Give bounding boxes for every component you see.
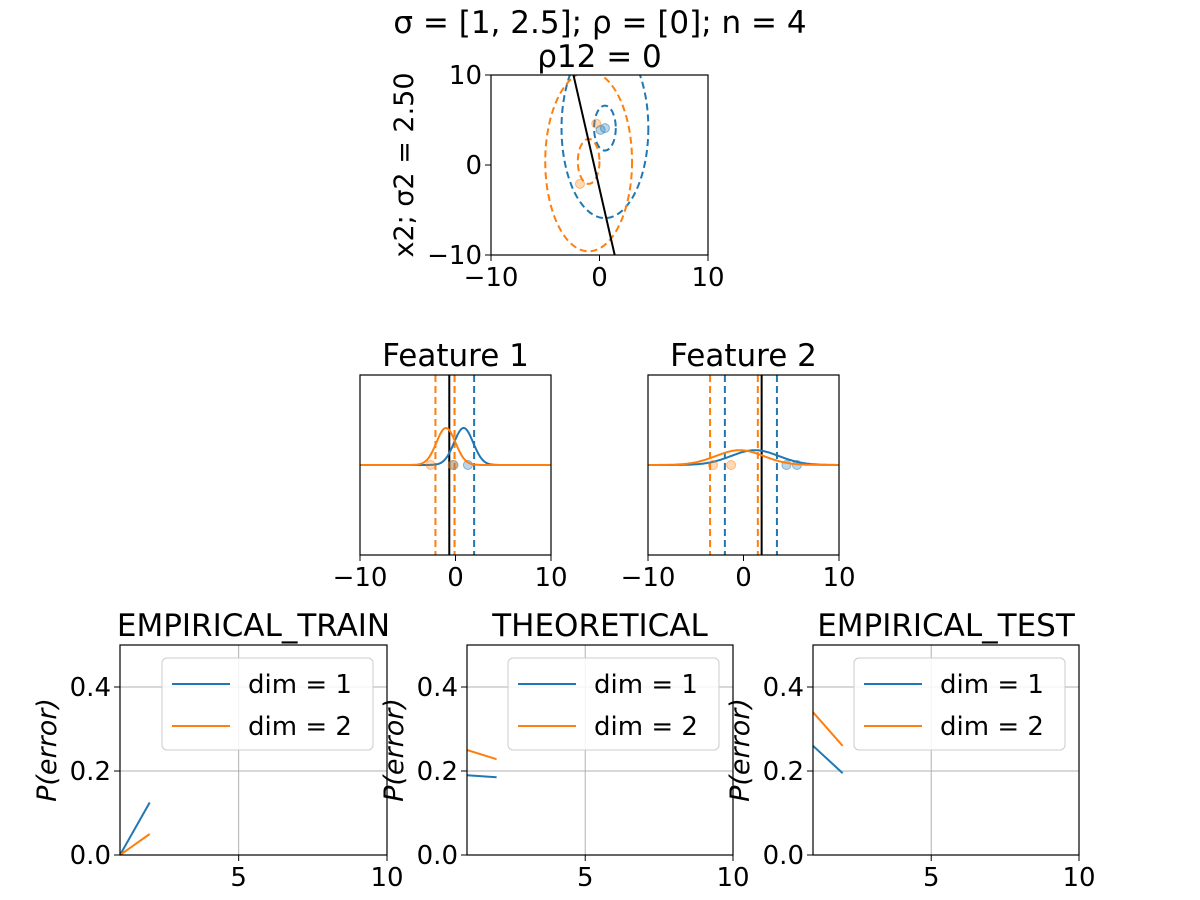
x-tick-label: 5 — [923, 863, 940, 893]
class-1-point — [707, 460, 718, 470]
theoretical-title: THEORETICAL — [491, 608, 708, 644]
legend: dim = 1 dim = 2 — [507, 657, 720, 751]
class-1-point — [591, 118, 602, 129]
x-tick-label: 0 — [591, 263, 608, 293]
x-tick-label: 10 — [716, 863, 749, 893]
class-0-contour — [593, 104, 617, 152]
empirical-train-title: EMPIRICAL_TRAIN — [117, 608, 390, 644]
class-1-point — [726, 460, 737, 470]
y-tick-label: 0.2 — [763, 757, 804, 787]
x-tick-label: 5 — [577, 863, 594, 893]
feature-1-title: Feature 1 — [382, 338, 529, 374]
x-tick-label: 0 — [447, 563, 464, 593]
empirical-train-ylabel: P(error) — [32, 698, 63, 802]
y-tick-label: 0 — [465, 151, 482, 181]
feature-1-panel: −10 0 10 Feature 1 — [333, 338, 568, 593]
x-tick-label: 10 — [1062, 863, 1095, 893]
figure-suptitle: σ = [1, 2.5]; ρ = [0]; n = 4 — [393, 5, 806, 41]
y-tick-label: −10 — [427, 241, 482, 271]
empirical-train-frame — [119, 644, 388, 856]
class-1-density-curve — [648, 449, 839, 466]
y-tick-label: 0.0 — [763, 841, 804, 871]
class-1-point — [425, 460, 436, 470]
y-tick-label: 0.2 — [70, 757, 111, 787]
class-0-contour — [560, 75, 650, 220]
empirical-test-ylabel: P(error) — [725, 698, 756, 802]
x-tick-label: 5 — [230, 863, 247, 893]
y-tick-label: 0.0 — [417, 841, 458, 871]
x-tick-label: 10 — [822, 563, 855, 593]
class-1-point — [574, 178, 585, 189]
feature-2-panel: −10 0 10 Feature 2 — [621, 338, 856, 593]
x-tick-label: −10 — [464, 263, 519, 293]
empirical-test-frame — [812, 644, 1080, 856]
x-tick-label: 10 — [691, 263, 724, 293]
scatter-plot-area — [544, 75, 650, 255]
legend-label: dim = 2 — [594, 712, 698, 742]
y-tick-label: 0.2 — [417, 757, 458, 787]
theoretical-ylabel: P(error) — [379, 698, 410, 802]
class-1-contour — [544, 75, 634, 253]
legend-label: dim = 2 — [248, 712, 352, 742]
x-tick-label: 10 — [534, 563, 567, 593]
legend-label: dim = 1 — [248, 670, 352, 700]
y-tick-label: 0.0 — [70, 841, 111, 871]
series-line-dim-1 — [466, 774, 497, 779]
y-tick-label: 0.4 — [417, 673, 458, 703]
legend-label: dim = 1 — [594, 670, 698, 700]
empirical-test-panel: 5 10 0.0 0.2 0.4 EMPIRICAL_TEST P(error) dim = … — [725, 608, 1096, 893]
series-line-dim-2 — [812, 711, 844, 747]
series-line-dim-1 — [119, 802, 151, 856]
y-tick-label: 0.4 — [763, 673, 804, 703]
theoretical-frame — [466, 644, 734, 856]
scatter-panel: −10 0 10 −10 0 10 ρ12 = 0 x2; σ2 = 2.50 — [389, 39, 725, 293]
class-1-density-curve — [360, 426, 551, 466]
scatter-ylabel: x2; σ2 = 2.50 — [389, 72, 420, 257]
y-tick-label: 10 — [449, 61, 482, 91]
legend-label: dim = 1 — [940, 670, 1044, 700]
y-tick-label: 0.4 — [70, 673, 111, 703]
scatter-title: ρ12 = 0 — [537, 39, 662, 75]
series-line-dim-2 — [119, 833, 151, 856]
feature-2-title: Feature 2 — [670, 338, 817, 374]
x-tick-label: 0 — [735, 563, 752, 593]
class-0-point — [599, 123, 610, 134]
series-line-dim-2 — [466, 749, 497, 761]
legend: dim = 1 dim = 2 — [853, 657, 1066, 751]
decision-boundary — [572, 75, 616, 255]
x-tick-label: −10 — [333, 563, 388, 593]
legend: dim = 1 dim = 2 — [161, 657, 374, 751]
x-tick-label: −10 — [621, 563, 676, 593]
x-tick-label: 10 — [370, 863, 403, 893]
series-line-dim-1 — [812, 745, 844, 774]
empirical-test-title: EMPIRICAL_TEST — [817, 608, 1076, 644]
legend-label: dim = 2 — [940, 712, 1044, 742]
class-1-point — [447, 460, 458, 470]
